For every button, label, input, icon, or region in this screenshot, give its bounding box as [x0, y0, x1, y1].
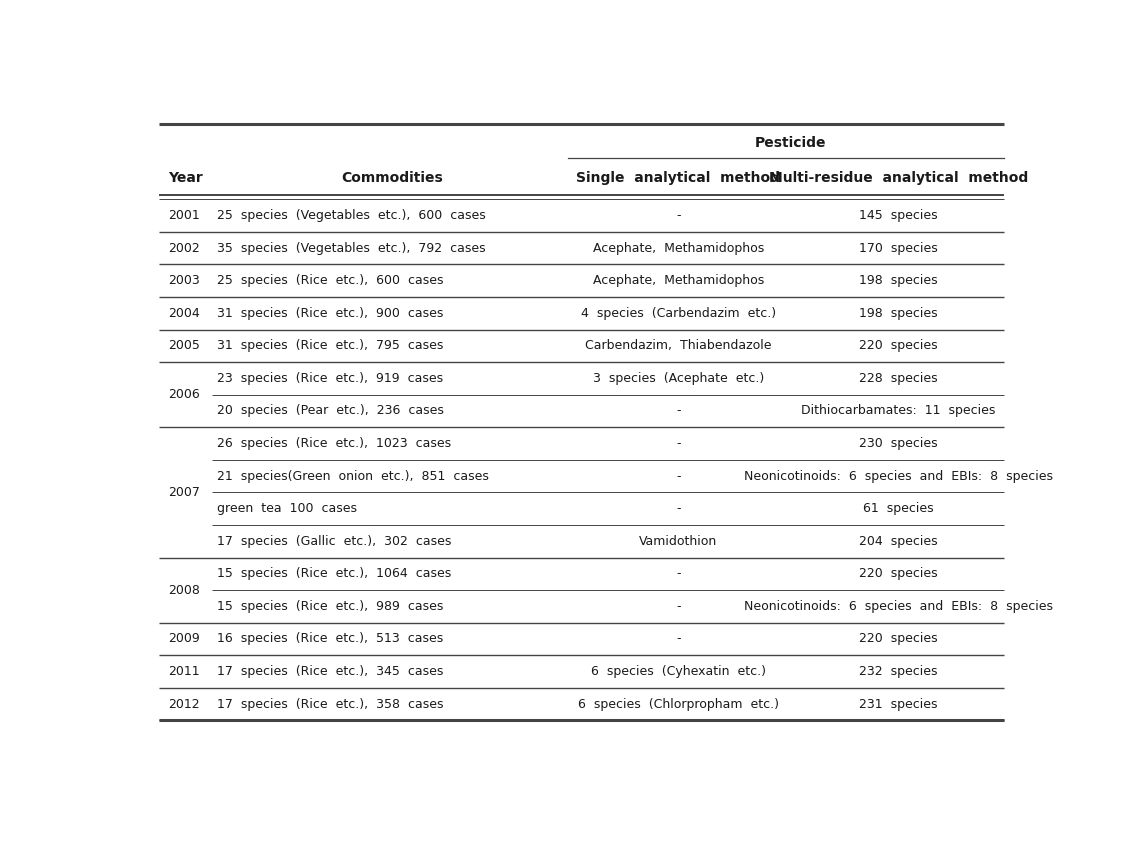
Text: Commodities: Commodities [342, 171, 444, 184]
Text: Neonicotinoids:  6  species  and  EBIs:  8  species: Neonicotinoids: 6 species and EBIs: 8 sp… [743, 600, 1053, 613]
Text: 220  species: 220 species [859, 633, 938, 645]
Text: 21  species(Green  onion  etc.),  851  cases: 21 species(Green onion etc.), 851 cases [217, 470, 488, 482]
Text: 17  species  (Rice  etc.),  345  cases: 17 species (Rice etc.), 345 cases [217, 665, 443, 678]
Text: green  tea  100  cases: green tea 100 cases [217, 503, 356, 515]
Text: 31  species  (Rice  etc.),  795  cases: 31 species (Rice etc.), 795 cases [217, 339, 443, 352]
Text: 204  species: 204 species [859, 535, 938, 547]
Text: -: - [676, 404, 681, 417]
Text: -: - [676, 437, 681, 450]
Text: 20  species  (Pear  etc.),  236  cases: 20 species (Pear etc.), 236 cases [217, 404, 444, 417]
Text: 2003: 2003 [168, 274, 200, 287]
Text: Pesticide: Pesticide [755, 135, 826, 150]
Text: -: - [676, 633, 681, 645]
Text: 220  species: 220 species [859, 568, 938, 580]
Text: 230  species: 230 species [859, 437, 938, 450]
Text: 17  species  (Rice  etc.),  358  cases: 17 species (Rice etc.), 358 cases [217, 698, 443, 711]
Text: 26  species  (Rice  etc.),  1023  cases: 26 species (Rice etc.), 1023 cases [217, 437, 451, 450]
Text: Dithiocarbamates:  11  species: Dithiocarbamates: 11 species [801, 404, 995, 417]
Text: 4  species  (Carbendazim  etc.): 4 species (Carbendazim etc.) [581, 307, 776, 320]
Text: Neonicotinoids:  6  species  and  EBIs:  8  species: Neonicotinoids: 6 species and EBIs: 8 sp… [743, 470, 1053, 482]
Text: 6  species  (Cyhexatin  etc.): 6 species (Cyhexatin etc.) [591, 665, 766, 678]
Text: -: - [676, 568, 681, 580]
Text: 2005: 2005 [168, 339, 200, 352]
Text: -: - [676, 503, 681, 515]
Text: 2007: 2007 [168, 486, 200, 499]
Text: Year: Year [168, 171, 203, 184]
Text: 16  species  (Rice  etc.),  513  cases: 16 species (Rice etc.), 513 cases [217, 633, 443, 645]
Text: 61  species: 61 species [863, 503, 934, 515]
Text: 231  species: 231 species [859, 698, 938, 711]
Text: Vamidothion: Vamidothion [639, 535, 717, 547]
Text: 15  species  (Rice  etc.),  1064  cases: 15 species (Rice etc.), 1064 cases [217, 568, 451, 580]
Text: 2004: 2004 [168, 307, 200, 320]
Text: -: - [676, 600, 681, 613]
Text: 35  species  (Vegetables  etc.),  792  cases: 35 species (Vegetables etc.), 792 cases [217, 242, 486, 255]
Text: 6  species  (Chlorpropham  etc.): 6 species (Chlorpropham etc.) [578, 698, 779, 711]
Text: 2002: 2002 [168, 242, 200, 255]
Text: 198  species: 198 species [859, 274, 938, 287]
Text: 23  species  (Rice  etc.),  919  cases: 23 species (Rice etc.), 919 cases [217, 372, 443, 385]
Text: 25  species  (Rice  etc.),  600  cases: 25 species (Rice etc.), 600 cases [217, 274, 443, 287]
Text: 2001: 2001 [168, 209, 200, 222]
Text: 2009: 2009 [168, 633, 200, 645]
Text: 15  species  (Rice  etc.),  989  cases: 15 species (Rice etc.), 989 cases [217, 600, 443, 613]
Text: 2006: 2006 [168, 388, 200, 401]
Text: 198  species: 198 species [859, 307, 938, 320]
Text: 145  species: 145 species [859, 209, 938, 222]
Text: Acephate,  Methamidophos: Acephate, Methamidophos [592, 274, 764, 287]
Text: 232  species: 232 species [859, 665, 938, 678]
Text: 220  species: 220 species [859, 339, 938, 352]
Text: 2011: 2011 [168, 665, 200, 678]
Text: Acephate,  Methamidophos: Acephate, Methamidophos [592, 242, 764, 255]
Text: 170  species: 170 species [859, 242, 938, 255]
Text: 31  species  (Rice  etc.),  900  cases: 31 species (Rice etc.), 900 cases [217, 307, 443, 320]
Text: -: - [676, 209, 681, 222]
Text: 2008: 2008 [168, 584, 200, 596]
Text: 17  species  (Gallic  etc.),  302  cases: 17 species (Gallic etc.), 302 cases [217, 535, 451, 547]
Text: 2012: 2012 [168, 698, 200, 711]
Text: 25  species  (Vegetables  etc.),  600  cases: 25 species (Vegetables etc.), 600 cases [217, 209, 486, 222]
Text: Carbendazim,  Thiabendazole: Carbendazim, Thiabendazole [586, 339, 772, 352]
Text: -: - [676, 470, 681, 482]
Text: 3  species  (Acephate  etc.): 3 species (Acephate etc.) [592, 372, 764, 385]
Text: Single  analytical  method: Single analytical method [577, 171, 781, 184]
Text: Multi-residue  analytical  method: Multi-residue analytical method [768, 171, 1028, 184]
Text: 228  species: 228 species [859, 372, 938, 385]
